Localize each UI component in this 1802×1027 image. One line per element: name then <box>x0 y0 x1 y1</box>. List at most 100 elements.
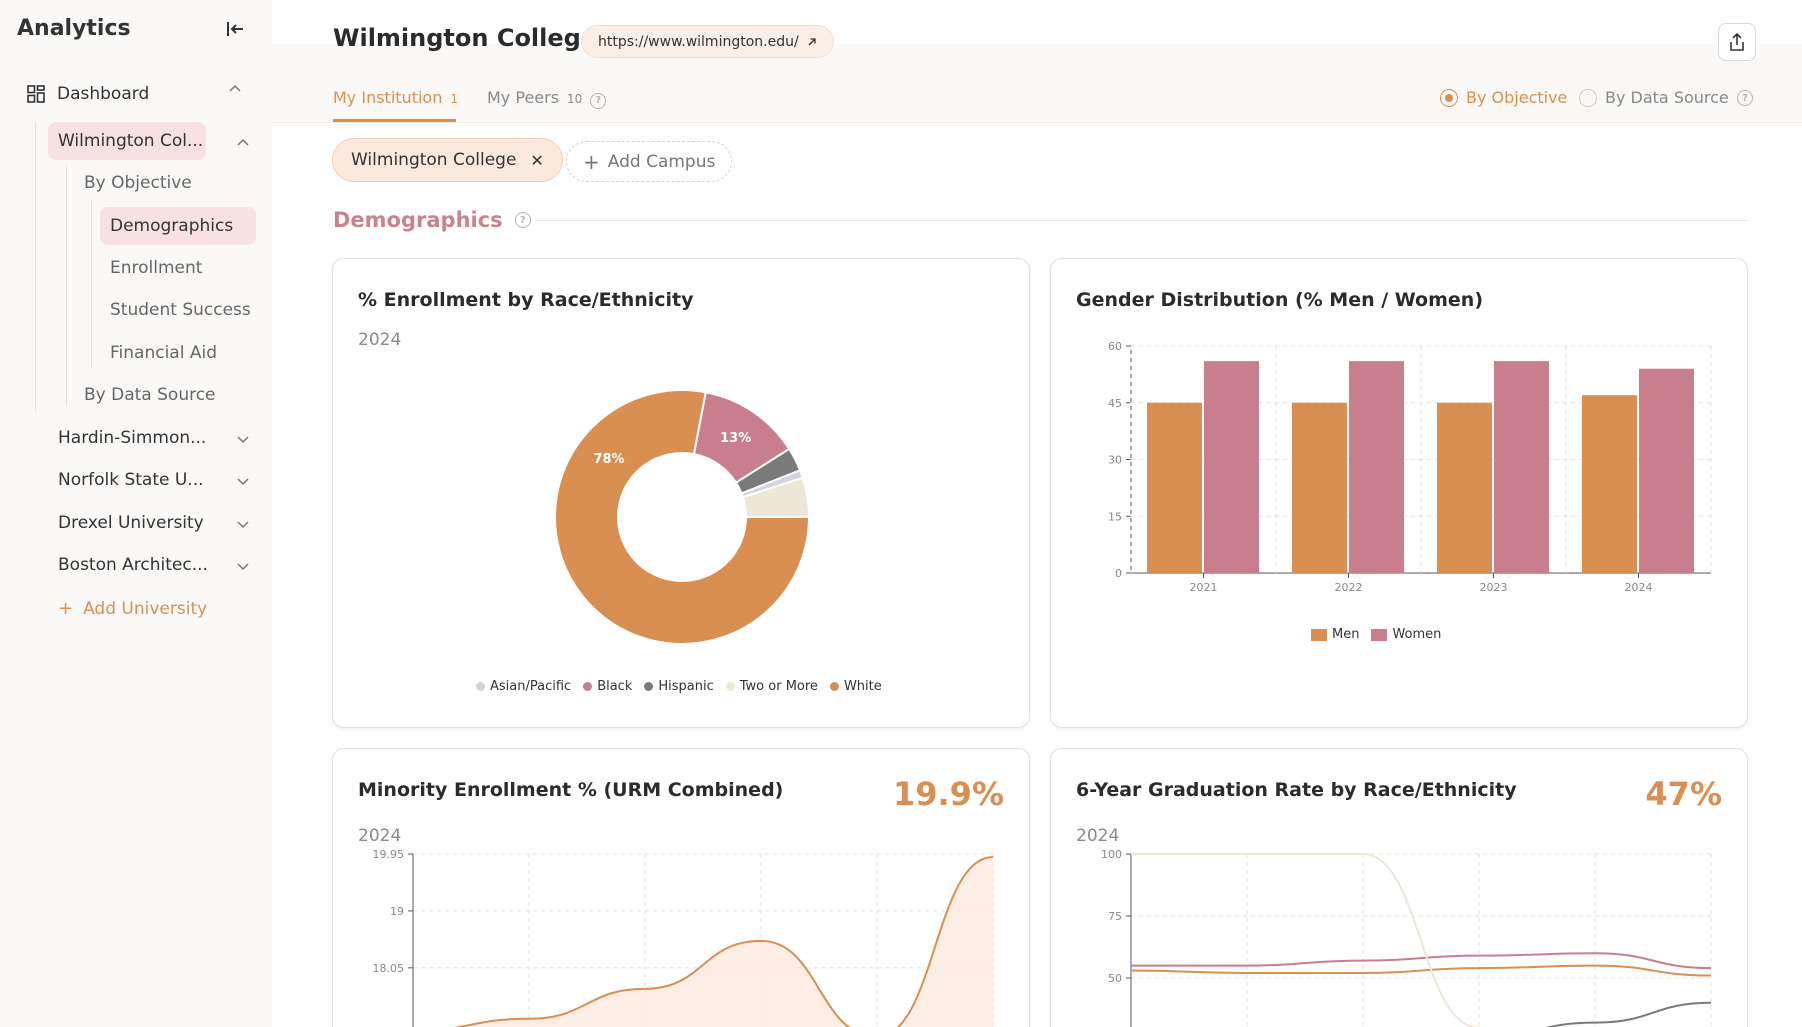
legend-label: Women <box>1392 627 1442 642</box>
y-tick-label: 45 <box>1108 397 1122 410</box>
institution-url-link[interactable]: https://www.wilmington.edu/ <box>581 25 834 58</box>
bar <box>1494 361 1549 573</box>
legend-label: Black <box>597 679 633 694</box>
legend-item[interactable]: Black <box>583 679 632 694</box>
sidebar-item-label: Drexel University <box>58 513 204 533</box>
x-tick-label: 2022 <box>1335 581 1363 594</box>
campus-chip-label: Wilmington College <box>351 150 517 170</box>
sidebar: Analytics Dashboard Wilmington Col... By… <box>0 0 272 1027</box>
tab-my-institution[interactable]: My Institution 1 <box>333 88 458 107</box>
chevron-up-icon[interactable] <box>228 80 242 100</box>
sidebar-item-financial-aid[interactable]: Financial Aid <box>110 343 217 363</box>
y-tick-label: 75 <box>1108 910 1122 923</box>
y-tick-label: 60 <box>1108 340 1122 353</box>
area-fill <box>459 856 993 1027</box>
y-tick-label: 0 <box>1115 567 1122 580</box>
card-year: 2024 <box>358 826 402 846</box>
sidebar-item-institution[interactable]: Drexel University <box>58 513 250 533</box>
sidebar-item-demographics[interactable]: Demographics <box>100 207 256 245</box>
x-tick-label: 2024 <box>1625 581 1653 594</box>
sidebar-item-label: Norfolk State U... <box>58 470 204 490</box>
minority-enrollment-card: Minority Enrollment % (URM Combined) 19.… <box>332 748 1030 1027</box>
sidebar-item-label: By Objective <box>84 173 192 193</box>
help-icon[interactable]: ? <box>1737 90 1753 106</box>
x-tick-label: 2021 <box>1190 581 1218 594</box>
collapse-sidebar-icon[interactable] <box>224 18 250 44</box>
add-campus-button[interactable]: + Add Campus <box>566 141 733 182</box>
radio-by-objective[interactable]: By Objective <box>1440 88 1567 107</box>
card-headline-value: 47% <box>1645 775 1722 813</box>
race-donut-chart: 78% 13% <box>554 389 811 645</box>
plus-icon: + <box>583 149 600 174</box>
divider <box>272 122 1802 123</box>
sidebar-item-enrollment[interactable]: Enrollment <box>110 258 202 278</box>
help-icon[interactable]: ? <box>514 212 531 228</box>
legend-item[interactable]: Two or More <box>725 679 818 694</box>
help-icon[interactable]: ? <box>590 92 607 109</box>
x-tick-label: 2023 <box>1480 581 1508 594</box>
sidebar-item-label: Wilmington Col... <box>58 131 204 151</box>
sidebar-item-dashboard[interactable]: Dashboard <box>27 82 249 106</box>
legend-label: Hispanic <box>658 679 714 694</box>
legend-item[interactable]: Women <box>1371 627 1441 642</box>
legend-item[interactable]: Men <box>1311 627 1359 642</box>
legend-swatch <box>829 682 839 691</box>
minority-area-chart: 18.05 19 19.95 <box>373 849 994 1027</box>
chevron-down-icon[interactable] <box>236 473 250 493</box>
add-campus-label: Add Campus <box>607 151 716 172</box>
tab-my-peers[interactable]: My Peers 10 ? <box>487 88 607 109</box>
campus-chip[interactable]: Wilmington College ✕ <box>332 138 563 182</box>
radio-label: By Objective <box>1466 88 1568 107</box>
card-year: 2024 <box>358 330 402 350</box>
share-button[interactable] <box>1718 23 1756 61</box>
page-title: Wilmington College <box>333 24 598 52</box>
y-tick-label: 19 <box>390 905 404 918</box>
close-icon[interactable]: ✕ <box>530 150 544 170</box>
sidebar-item-by-objective[interactable]: By Objective <box>84 173 192 193</box>
donut-slice <box>741 476 811 518</box>
sidebar-item-student-success[interactable]: Student Success <box>110 300 251 320</box>
tab-count: 10 <box>567 92 583 106</box>
series-line <box>1131 853 1486 1027</box>
series-line <box>1131 952 1712 970</box>
gender-distribution-card: Gender Distribution (% Men / Women) 0 15 3… <box>1050 258 1748 728</box>
sidebar-item-label: Demographics <box>110 216 234 236</box>
sidebar-item-by-data-source[interactable]: By Data Source <box>84 385 216 405</box>
sidebar-item-label: Financial Aid <box>110 343 217 363</box>
radio-by-data-source[interactable]: By Data Source <box>1579 88 1729 107</box>
legend-label: Asian/Pacific <box>490 679 572 694</box>
add-university-button[interactable]: + Add University <box>58 598 207 619</box>
y-tick-label: 19.95 <box>373 849 405 861</box>
active-tab-indicator <box>333 119 456 122</box>
sidebar-item-institution[interactable]: Hardin-Simmon... <box>58 428 250 448</box>
sidebar-item-current-institution[interactable]: Wilmington Col... <box>48 122 206 160</box>
slice-label: 78% <box>593 452 624 467</box>
legend-item[interactable]: Hispanic <box>644 679 714 694</box>
legend-swatch <box>1311 628 1327 641</box>
chevron-down-icon[interactable] <box>236 558 250 578</box>
bar <box>1639 368 1694 573</box>
gender-bar-chart: 0 15 30 45 60 2021 2022 2023 2024 <box>1108 340 1712 594</box>
legend-item[interactable]: Asian/Pacific <box>476 679 571 694</box>
legend-item[interactable]: White <box>829 679 882 694</box>
chevron-down-icon[interactable] <box>236 516 250 536</box>
donut-slice <box>554 389 811 645</box>
sidebar-item-label: Dashboard <box>57 84 150 104</box>
radio-selected-icon <box>1440 88 1458 107</box>
legend-swatch <box>476 682 485 691</box>
external-link-icon <box>808 37 816 45</box>
card-title: Gender Distribution (% Men / Women) <box>1076 289 1484 311</box>
sidebar-item-institution[interactable]: Norfolk State U... <box>58 470 250 490</box>
card-title: 6-Year Graduation Rate by Race/Ethnicity <box>1076 779 1517 801</box>
url-text: https://www.wilmington.edu/ <box>598 33 799 50</box>
y-tick-label: 30 <box>1108 454 1122 467</box>
y-tick-label: 50 <box>1108 972 1122 985</box>
bar <box>1582 395 1637 573</box>
sidebar-item-institution[interactable]: Boston Architec... <box>58 555 250 575</box>
graduation-rate-card: 6-Year Graduation Rate by Race/Ethnicity… <box>1050 748 1748 1027</box>
slice-label: 13% <box>720 431 751 446</box>
chevron-up-icon[interactable] <box>236 134 250 153</box>
sidebar-title: Analytics <box>17 16 131 41</box>
section-title: Demographics ? <box>333 208 531 232</box>
chevron-down-icon[interactable] <box>236 431 250 451</box>
